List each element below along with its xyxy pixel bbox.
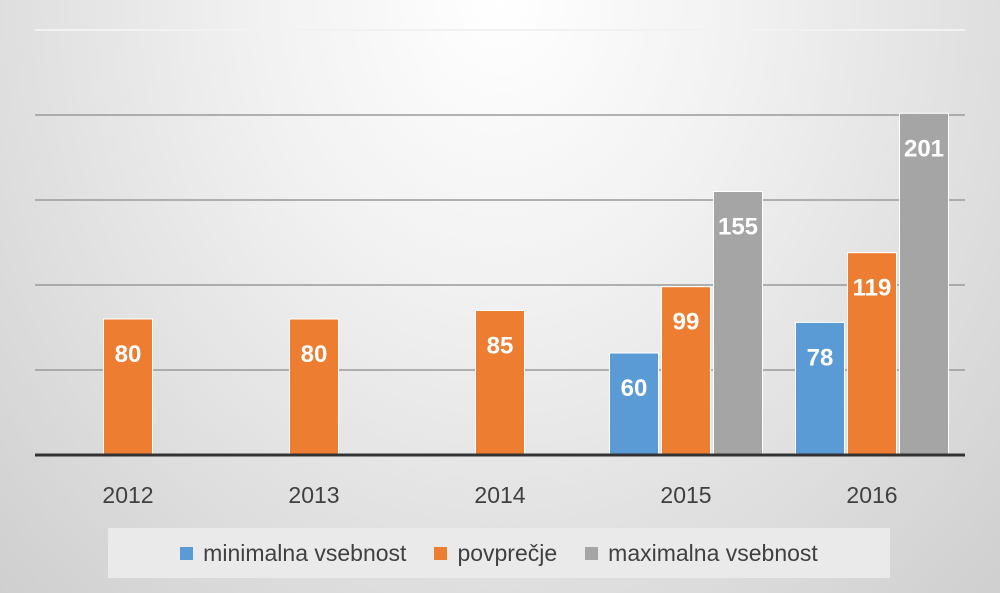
bar <box>899 112 949 456</box>
data-label: 80 <box>301 341 328 368</box>
legend-item-maximalna-vsebnost: maximalna vsebnost <box>585 540 818 567</box>
bar <box>289 318 339 456</box>
legend: minimalna vsebnost povprečje maximalna v… <box>108 528 890 578</box>
x-tick-label: 2012 <box>102 482 153 508</box>
bar <box>475 310 525 456</box>
data-label: 60 <box>621 375 648 402</box>
bar <box>795 321 845 456</box>
bar <box>847 252 897 456</box>
x-tick-label: 2016 <box>846 482 897 508</box>
legend-label-maximalna-vsebnost: maximalna vsebnost <box>608 539 818 566</box>
legend-swatch-maximalna-vsebnost <box>585 546 599 560</box>
x-tick-label: 2014 <box>474 482 525 508</box>
data-label: 201 <box>904 135 944 162</box>
x-tick-label: 2015 <box>660 482 711 508</box>
bar <box>713 191 763 456</box>
legend-item-minimalna-vsebnost: minimalna vsebnost <box>180 540 406 567</box>
legend-label-povprecje: povprečje <box>457 539 558 566</box>
legend-swatch-povprecje <box>434 546 448 560</box>
legend-swatch-minimalna-vsebnost <box>180 546 194 560</box>
data-label: 85 <box>487 333 514 360</box>
data-label: 80 <box>115 341 142 368</box>
x-tick-label: 2013 <box>288 482 339 508</box>
bar <box>609 352 659 456</box>
data-label: 119 <box>853 275 892 302</box>
data-label: 99 <box>673 309 700 336</box>
data-label: 78 <box>807 344 834 371</box>
legend-item-povprecje: povprečje <box>434 540 557 567</box>
bar <box>103 318 153 456</box>
legend-label-minimalna-vsebnost: minimalna vsebnost <box>203 539 407 566</box>
data-label: 155 <box>718 214 758 241</box>
